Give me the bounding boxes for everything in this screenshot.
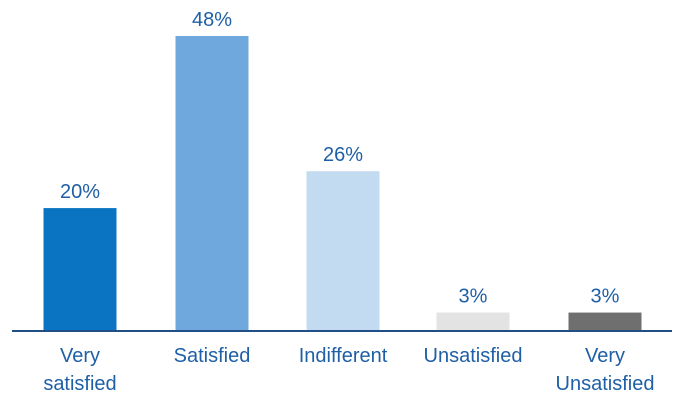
bar-4 bbox=[568, 312, 642, 331]
bar-3 bbox=[436, 312, 510, 331]
bar-0 bbox=[43, 208, 117, 331]
category-label-4-1: Unsatisfied bbox=[556, 373, 655, 395]
bar-1 bbox=[175, 36, 249, 331]
category-label-3-0: Unsatisfied bbox=[424, 345, 523, 367]
category-label-0-0: Very bbox=[60, 345, 100, 367]
value-labels-layer: 20% 48% 26% 3% 3% bbox=[60, 9, 620, 308]
value-label-2: 26% bbox=[323, 144, 363, 166]
value-label-4: 3% bbox=[591, 286, 620, 308]
category-labels-layer: Very satisfied Satisfied Indifferent Unsatis… bbox=[43, 345, 654, 395]
category-label-0-1: satisfied bbox=[43, 373, 116, 395]
category-label-2-0: Indifferent bbox=[299, 345, 388, 367]
category-label-4-0: Very bbox=[585, 345, 625, 367]
value-label-3: 3% bbox=[459, 286, 488, 308]
bars-layer bbox=[43, 36, 642, 331]
category-label-1-0: Satisfied bbox=[174, 345, 251, 367]
value-label-0: 20% bbox=[60, 181, 100, 203]
bar-2 bbox=[306, 171, 380, 331]
value-label-1: 48% bbox=[192, 9, 232, 31]
